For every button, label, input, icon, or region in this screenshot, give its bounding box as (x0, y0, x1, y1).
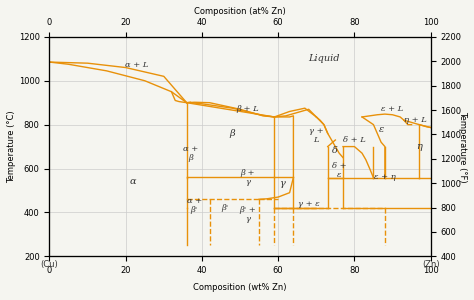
Text: Liquid: Liquid (308, 54, 340, 63)
Text: α: α (130, 177, 137, 186)
Text: δ +
ε: δ + ε (332, 162, 346, 179)
Y-axis label: Temperature (°C): Temperature (°C) (7, 110, 16, 183)
Text: β: β (229, 129, 235, 138)
Text: α + L: α + L (125, 61, 149, 69)
Text: ε: ε (378, 124, 384, 134)
Text: γ: γ (279, 179, 285, 188)
Text: ε + η: ε + η (374, 173, 396, 181)
Text: ε + L: ε + L (382, 105, 404, 113)
Text: δ: δ (332, 146, 338, 155)
Y-axis label: Temperature (°F): Temperature (°F) (458, 111, 467, 182)
Text: (Zn): (Zn) (422, 260, 439, 268)
Text: α +
β': α + β' (187, 197, 202, 214)
Text: η: η (416, 142, 422, 151)
Text: α +
β: α + β (183, 145, 198, 162)
Text: (Cu): (Cu) (41, 260, 58, 268)
Text: δ + L: δ + L (343, 136, 366, 144)
X-axis label: Composition (at% Zn): Composition (at% Zn) (194, 7, 286, 16)
X-axis label: Composition (wt% Zn): Composition (wt% Zn) (193, 283, 287, 292)
Text: β +
γ: β + γ (240, 169, 255, 186)
Text: β': β' (221, 204, 228, 212)
Text: β' +
γ: β' + γ (239, 206, 256, 223)
Text: β + L: β + L (237, 105, 259, 113)
Text: η + L: η + L (404, 116, 427, 124)
Text: γ + ε: γ + ε (298, 200, 319, 208)
Text: γ +
L: γ + L (309, 127, 324, 144)
